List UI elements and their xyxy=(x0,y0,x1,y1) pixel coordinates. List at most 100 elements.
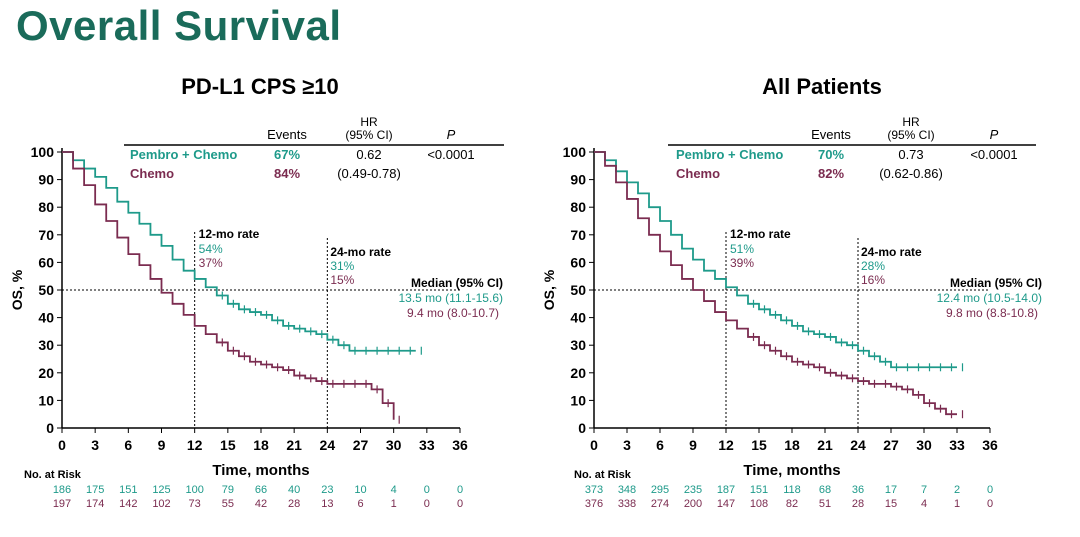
at-risk-chemo-value: 13 xyxy=(321,498,333,510)
table-hr-value: (0.62-0.86) xyxy=(879,166,943,181)
x-tick-label: 36 xyxy=(982,437,998,453)
at-risk-chemo-value: 15 xyxy=(885,498,897,510)
table-hr-value: 0.73 xyxy=(898,147,923,162)
at-risk-chemo-value: 200 xyxy=(684,498,702,510)
y-tick-label: 40 xyxy=(38,310,54,326)
at-risk-pembro-value: 186 xyxy=(53,484,71,496)
median-label: Median (95% CI) xyxy=(411,276,503,290)
rate24-chemo-value: 16% xyxy=(861,273,885,287)
at-risk-pembro-value: 68 xyxy=(819,484,831,496)
chart-title-left: PD-L1 CPS ≥10 xyxy=(181,74,339,99)
y-tick-label: 60 xyxy=(570,254,586,270)
at-risk-chemo-value: 142 xyxy=(119,498,137,510)
y-tick-label: 0 xyxy=(578,420,586,436)
table-arm-label: Chemo xyxy=(130,166,174,181)
at-risk-chemo-value: 0 xyxy=(424,498,430,510)
at-risk-pembro-value: 17 xyxy=(885,484,897,496)
at-risk-pembro-value: 175 xyxy=(86,484,104,496)
y-tick-label: 10 xyxy=(38,392,54,408)
table-arm-label: Chemo xyxy=(676,166,720,181)
chemo-curve xyxy=(594,151,957,416)
table-header-hr-ci: (95% CI) xyxy=(887,128,934,142)
at-risk-pembro-value: 151 xyxy=(119,484,137,496)
slide-title: Overall Survival xyxy=(16,2,342,49)
at-risk-chemo-value: 42 xyxy=(255,498,267,510)
x-tick-label: 27 xyxy=(883,437,899,453)
at-risk-pembro-value: 0 xyxy=(457,484,463,496)
x-tick-label: 18 xyxy=(784,437,800,453)
x-tick-label: 18 xyxy=(253,437,269,453)
table-header-hr: HR xyxy=(902,115,920,129)
table-arm-label: Pembro + Chemo xyxy=(676,147,783,162)
y-tick-label: 20 xyxy=(38,365,54,381)
at-risk-chemo-value: 0 xyxy=(457,498,463,510)
x-tick-label: 27 xyxy=(353,437,369,453)
at-risk-pembro-value: 235 xyxy=(684,484,702,496)
y-tick-label: 80 xyxy=(570,199,586,215)
x-tick-label: 12 xyxy=(187,437,203,453)
at-risk-chemo-value: 147 xyxy=(717,498,735,510)
x-tick-label: 36 xyxy=(452,437,468,453)
y-tick-label: 40 xyxy=(570,310,586,326)
at-risk-pembro-value: 100 xyxy=(185,484,203,496)
rate24-label: 24-mo rate xyxy=(330,245,391,259)
x-tick-label: 24 xyxy=(850,437,866,453)
table-header-hr: HR xyxy=(360,115,378,129)
x-tick-label: 0 xyxy=(590,437,598,453)
rate12-label: 12-mo rate xyxy=(199,227,260,241)
at-risk-pembro-value: 0 xyxy=(424,484,430,496)
y-tick-label: 30 xyxy=(570,337,586,353)
at-risk-chemo-value: 51 xyxy=(819,498,831,510)
table-header-p: P xyxy=(990,127,999,142)
at-risk-pembro-value: 40 xyxy=(288,484,300,496)
x-tick-label: 30 xyxy=(916,437,932,453)
x-tick-label: 3 xyxy=(623,437,631,453)
table-arm-label: Pembro + Chemo xyxy=(130,147,237,162)
at-risk-chemo-value: 28 xyxy=(852,498,864,510)
at-risk-chemo-value: 0 xyxy=(987,498,993,510)
table-header-events: Events xyxy=(267,127,307,142)
at-risk-pembro-value: 7 xyxy=(921,484,927,496)
y-tick-label: 0 xyxy=(46,420,54,436)
y-axis-label: OS, % xyxy=(541,269,557,310)
table-events-value: 84% xyxy=(274,166,300,181)
y-tick-label: 100 xyxy=(563,144,587,160)
median-chemo-value: 9.4 mo (8.0-10.7) xyxy=(407,306,499,320)
at-risk-pembro-value: 373 xyxy=(585,484,603,496)
at-risk-chemo-value: 6 xyxy=(357,498,363,510)
x-axis-label: Time, months xyxy=(743,462,840,479)
median-label: Median (95% CI) xyxy=(950,276,1042,290)
at-risk-pembro-value: 295 xyxy=(651,484,669,496)
rate24-chemo-value: 15% xyxy=(330,273,354,287)
rate12-label: 12-mo rate xyxy=(730,227,791,241)
x-tick-label: 30 xyxy=(386,437,402,453)
x-tick-label: 12 xyxy=(718,437,734,453)
y-tick-label: 90 xyxy=(570,172,586,188)
at-risk-pembro-value: 125 xyxy=(152,484,170,496)
x-tick-label: 33 xyxy=(419,437,435,453)
at-risk-pembro-value: 4 xyxy=(391,484,397,496)
chart-title-right: All Patients xyxy=(762,74,882,99)
at-risk-chemo-value: 55 xyxy=(222,498,234,510)
at-risk-pembro-value: 151 xyxy=(750,484,768,496)
x-tick-label: 9 xyxy=(158,437,166,453)
at-risk-pembro-value: 187 xyxy=(717,484,735,496)
x-tick-label: 21 xyxy=(817,437,833,453)
y-tick-label: 20 xyxy=(570,365,586,381)
table-events-value: 67% xyxy=(274,147,300,162)
table-hr-value: 0.62 xyxy=(356,147,381,162)
y-tick-label: 100 xyxy=(31,144,55,160)
at-risk-chemo-value: 174 xyxy=(86,498,104,510)
x-tick-label: 15 xyxy=(751,437,767,453)
y-tick-label: 10 xyxy=(570,392,586,408)
at-risk-pembro-value: 36 xyxy=(852,484,864,496)
rate12-chemo-value: 37% xyxy=(199,256,223,270)
at-risk-pembro-value: 66 xyxy=(255,484,267,496)
table-p-value: <0.0001 xyxy=(427,147,474,162)
y-tick-label: 70 xyxy=(38,227,54,243)
pembro-chemo-curve xyxy=(594,151,957,369)
at-risk-label: No. at Risk xyxy=(24,469,82,481)
at-risk-chemo-value: 376 xyxy=(585,498,603,510)
y-tick-label: 60 xyxy=(38,254,54,270)
